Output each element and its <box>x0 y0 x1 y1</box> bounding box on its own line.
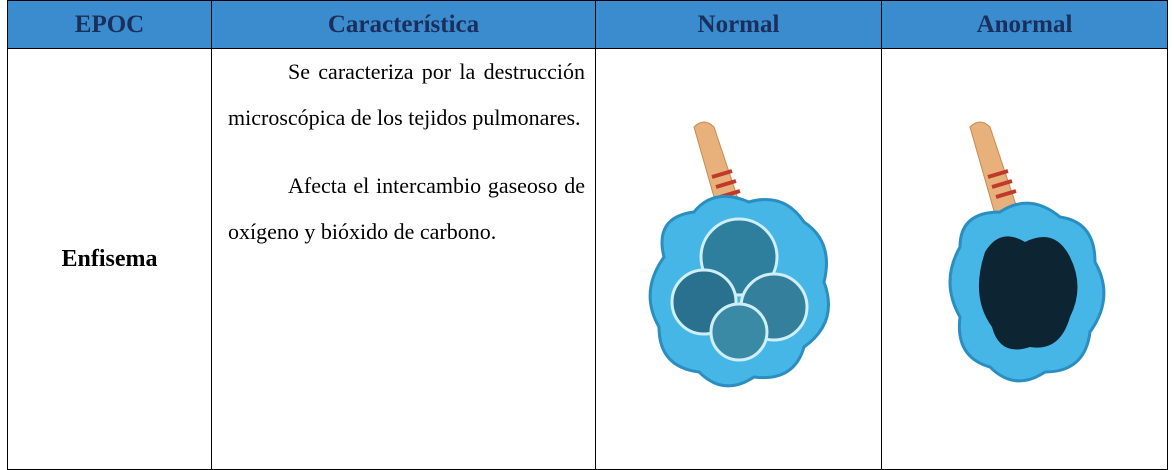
header-cell: Normal <box>595 0 882 49</box>
characteristic-cell: Se caracteriza por la destrucción micros… <box>211 48 596 470</box>
disease-cell: Enfisema <box>7 48 212 470</box>
normal-image-cell <box>595 48 882 470</box>
header-row: EPOC Característica Normal Anormal <box>7 0 1168 49</box>
body-row: Enfisema Se caracteriza por la destrucci… <box>7 48 1168 470</box>
abnormal-image-cell <box>881 48 1168 470</box>
header-cell: EPOC <box>7 0 212 49</box>
header-cell: Característica <box>211 0 596 49</box>
paragraph: Se caracteriza por la destrucción micros… <box>228 59 585 130</box>
epoc-table: EPOC Característica Normal Anormal Enfis… <box>7 0 1168 470</box>
abnormal-alveolus-image <box>948 121 1105 382</box>
normal-alveolus-image <box>648 121 830 387</box>
paragraph: Afecta el intercambio gaseoso de oxígeno… <box>228 173 585 244</box>
header-cell: Anormal <box>881 0 1168 49</box>
